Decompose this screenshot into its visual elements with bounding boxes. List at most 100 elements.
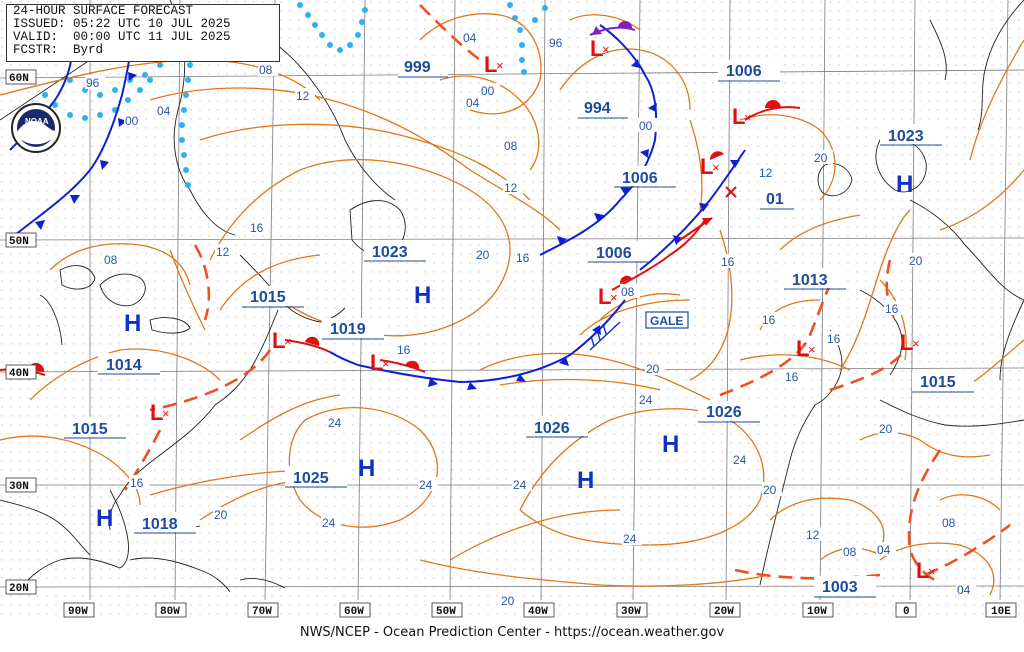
pressure-value: 1026 — [706, 404, 742, 421]
pressure-value: 1018 — [142, 516, 178, 533]
forecast-header: 24-HOUR SURFACE FORECAST ISSUED: 05:22 U… — [6, 4, 280, 62]
header-title: 24-HOUR SURFACE FORECAST — [13, 4, 194, 18]
isobar-label: 20 — [476, 248, 490, 262]
isobar-label: 12 — [806, 528, 820, 542]
lon-label: 90W — [68, 606, 88, 618]
isobar-label: 24 — [733, 453, 747, 467]
isobar-label: 12 — [759, 166, 773, 180]
isobar-label: 16 — [250, 221, 264, 235]
low-x-icon: × — [284, 334, 292, 349]
isobar-label: 12 — [504, 181, 518, 195]
pressure-value: 1006 — [726, 63, 762, 80]
isobar-label: 24 — [419, 478, 433, 492]
wind-barb-icon — [589, 321, 621, 351]
isobar-label: 24 — [623, 532, 637, 546]
pressure-value: 1019 — [330, 321, 366, 338]
isobar-label: 08 — [259, 63, 273, 77]
isobar-label: 16 — [721, 255, 735, 269]
pressure-value: 1015 — [920, 374, 956, 391]
low-x-icon: × — [712, 160, 720, 175]
isobar-label: 16 — [397, 343, 411, 357]
isobar-label: 20 — [214, 508, 228, 522]
isobar-label: 08 — [104, 253, 118, 267]
low-center-icon: L — [916, 558, 929, 583]
low-x-icon: × — [928, 564, 936, 579]
isobar-label: 20 — [501, 594, 515, 608]
low-x-icon: × — [496, 58, 504, 73]
low-center-icon: L — [484, 52, 497, 77]
pressure-value: 1026 — [534, 420, 570, 437]
lat-label: 30N — [9, 481, 29, 493]
high-center-icon: H — [577, 467, 594, 494]
latitude-labels: 60N 50N 40N 30N 20N — [5, 69, 37, 595]
low-center-icon: L — [700, 154, 713, 179]
warm-front-bumps — [28, 100, 781, 372]
header-issued: ISSUED: 05:22 UTC 10 JUL 2025 — [13, 17, 231, 31]
isobar-label: 20 — [763, 483, 777, 497]
troughs — [123, 4, 1011, 582]
isobar-label: 04 — [877, 543, 891, 557]
high-center-icon: H — [96, 505, 113, 532]
cold-front-barbs — [35, 59, 740, 390]
isobar-label: 00 — [481, 84, 495, 98]
low-center-icon: L — [796, 336, 809, 361]
pressure-value: 1023 — [372, 244, 408, 261]
lon-label: 0 — [903, 606, 910, 618]
high-pressure-centers: H 1014 H 1018 H 1023 H 1025 H 1026 H H 1… — [96, 124, 942, 534]
lon-label: 30W — [621, 606, 641, 618]
low-x-icon: × — [602, 42, 610, 57]
high-center-icon: H — [124, 310, 141, 337]
isobar-label: 08 — [843, 545, 857, 559]
isobar-label: 16 — [885, 302, 899, 316]
isobar-label: 04 — [157, 104, 171, 118]
lat-label: 60N — [9, 73, 29, 85]
isobar-label: 12 — [216, 245, 230, 259]
isobar-label: 96 — [86, 76, 100, 90]
isobar-label: 24 — [639, 393, 653, 407]
lon-label: 50W — [436, 606, 456, 618]
arrowhead-icon — [702, 218, 712, 226]
low-pressure-centers: L × 1015 L × 1015 L × 1019 L × 999 L × 9… — [64, 36, 974, 598]
pressure-value: 1003 — [822, 579, 858, 596]
isobar-label: 24 — [513, 478, 527, 492]
isobar-label: 04 — [466, 96, 480, 110]
isobar-label: 24 — [322, 516, 336, 530]
isobar-label: 20 — [814, 151, 828, 165]
low-center-icon: L — [900, 330, 913, 355]
lon-label: 60W — [344, 606, 364, 618]
storm-x-icon — [725, 186, 737, 198]
isobar-value-labels: 96 00 04 08 04 00 96 00 04 08 12 12 16 0… — [85, 30, 976, 608]
pressure-value: 1006 — [622, 170, 658, 187]
low-x-icon: × — [382, 356, 390, 371]
isobar-label: 24 — [328, 416, 342, 430]
pressure-value: 1015 — [72, 421, 108, 438]
isobar-label: 16 — [516, 251, 530, 265]
high-center-icon: H — [414, 282, 431, 309]
isobar-label: 20 — [646, 362, 660, 376]
lon-label: 70W — [252, 606, 272, 618]
longitude-labels: 90W 80W 70W 60W 50W 40W 30W 20W 10W 0 10… — [63, 602, 1017, 618]
low-center-icon: L — [272, 328, 285, 353]
lon-label: 80W — [160, 606, 180, 618]
low-center-icon: L — [150, 400, 163, 425]
isobar-label: 08 — [504, 139, 518, 153]
low-x-icon: × — [912, 336, 920, 351]
gale-warning: GALE — [645, 311, 689, 329]
isobar-label: 96 — [549, 36, 563, 50]
isobar-label: 16 — [827, 332, 841, 346]
lon-label: 40W — [528, 606, 548, 618]
isobar-label: 08 — [942, 516, 956, 530]
coastlines — [0, 0, 1024, 593]
isobar-label: 00 — [125, 114, 139, 128]
low-x-icon: × — [162, 406, 170, 421]
isobar-label: 16 — [762, 313, 776, 327]
isobar-label: 16 — [130, 476, 144, 490]
high-center-icon: H — [662, 431, 679, 458]
low-center-icon: L — [370, 350, 383, 375]
pressure-value: 1023 — [888, 128, 924, 145]
low-center-icon: L — [732, 104, 745, 129]
isobar-label: 04 — [463, 31, 477, 45]
pressure-value: 01 — [766, 191, 784, 208]
low-x-icon: × — [610, 290, 618, 305]
